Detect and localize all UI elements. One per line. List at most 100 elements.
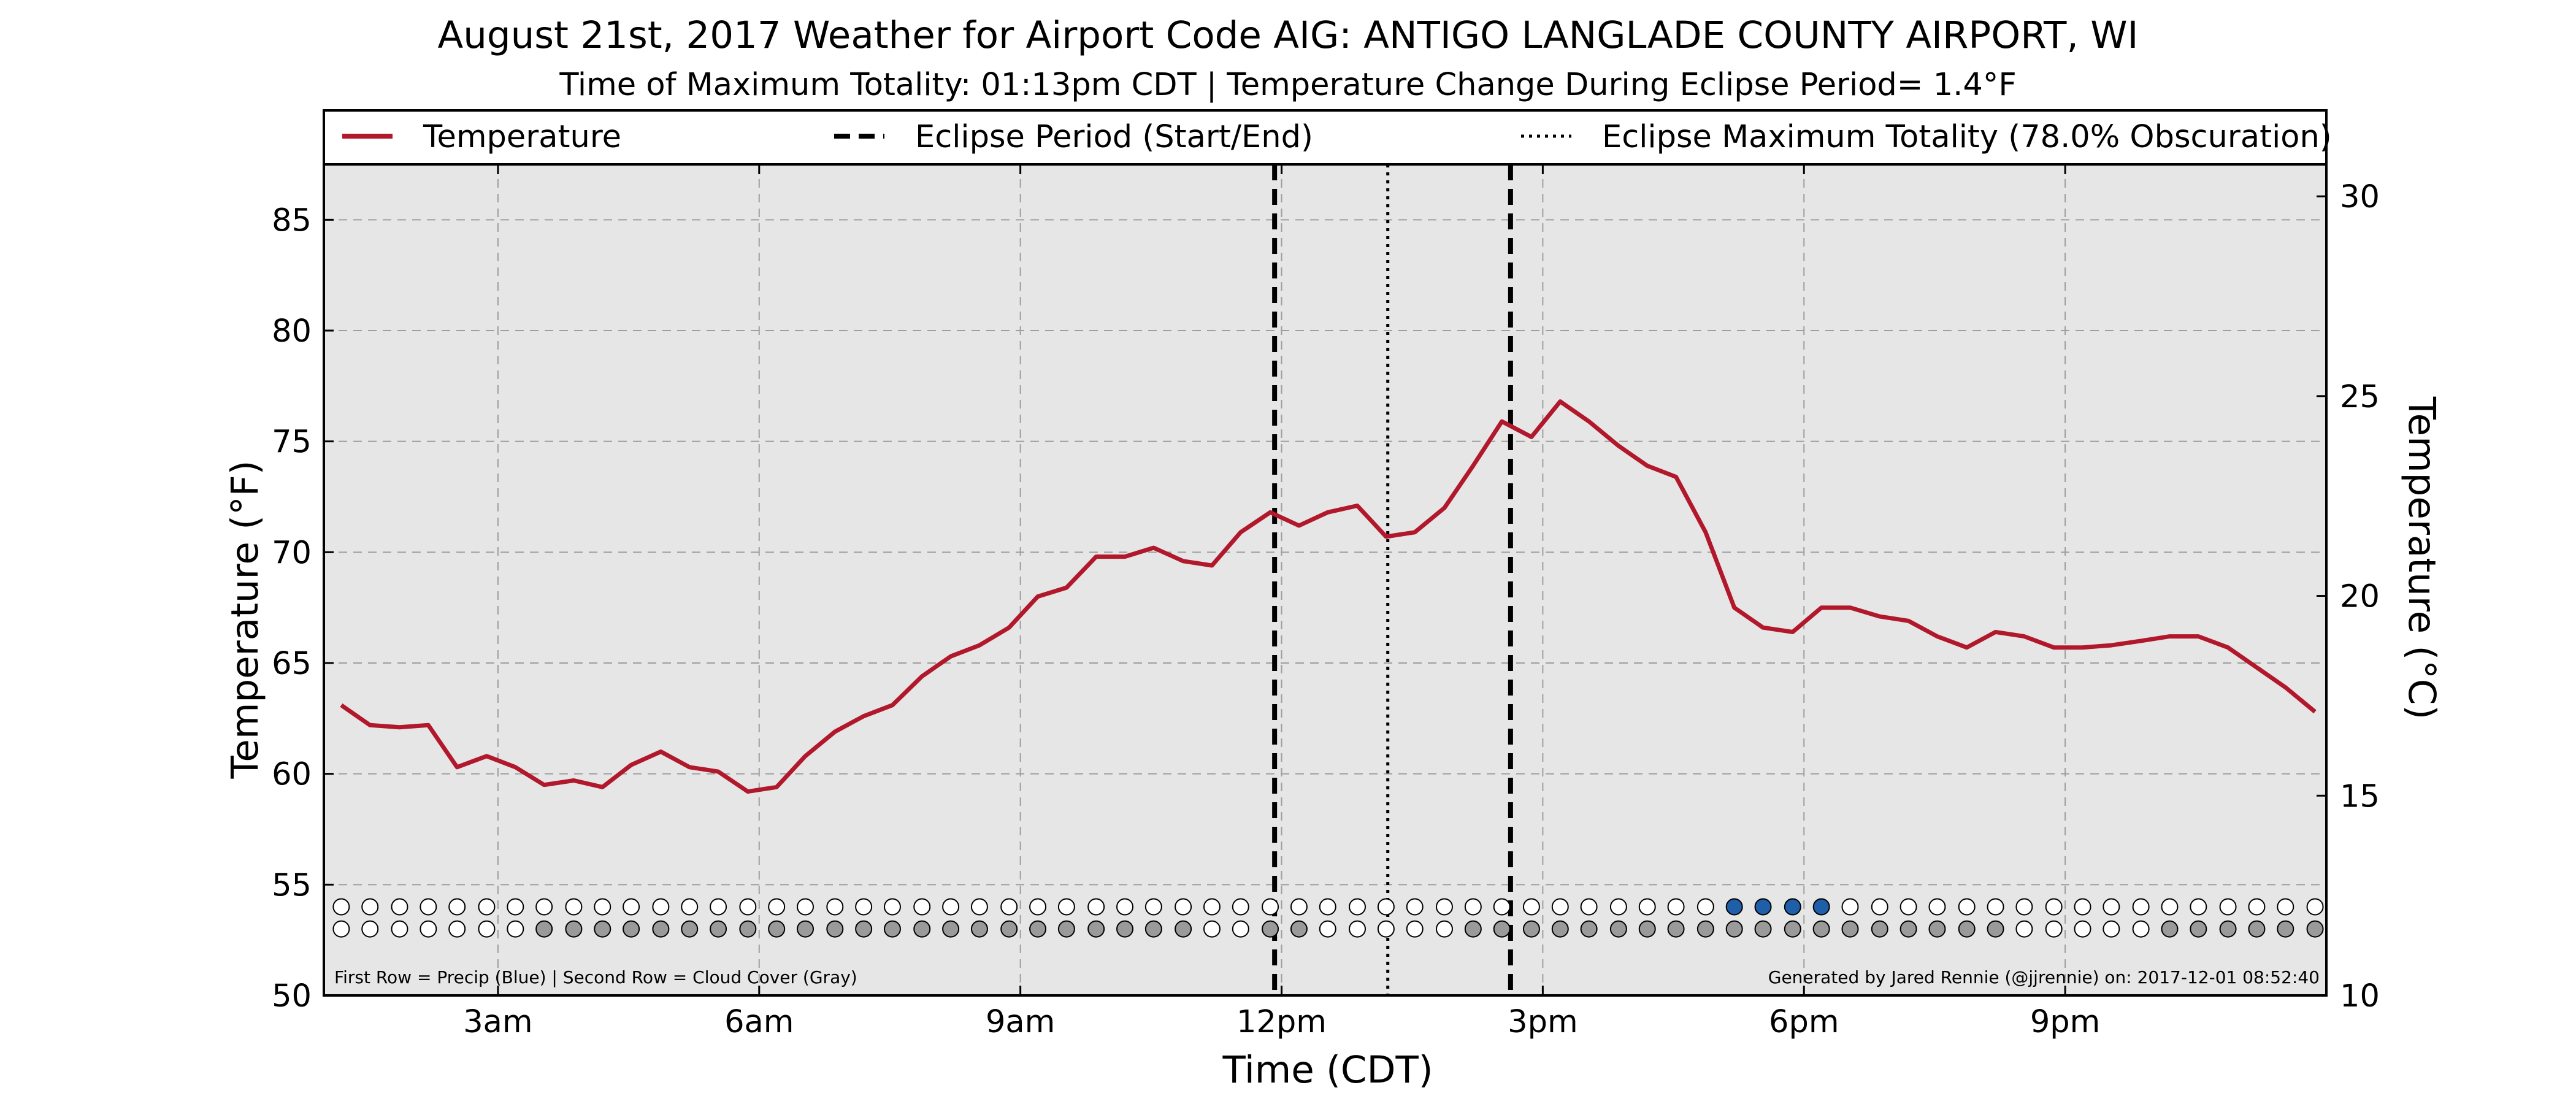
chart-title: August 21st, 2017 Weather for Airport Co… [437,13,2138,57]
cloud-marker [883,920,901,938]
x-tick-label: 3pm [1508,1004,1578,1040]
cloud-marker [361,920,379,938]
precip-marker [1522,898,1540,916]
precip-marker [2219,898,2237,916]
precip-marker [1406,898,1424,916]
footer-note-left: First Row = Precip (Blue) | Second Row =… [334,967,857,987]
cloud-marker [448,920,466,938]
y-tick-label-left: 80 [272,313,312,350]
cloud-marker [2219,920,2237,938]
cloud-marker [1319,920,1336,938]
precip-marker [332,898,350,916]
cloud-marker [2045,920,2063,938]
x-tick-label: 3am [463,1004,532,1040]
y-tick-label-right: 30 [2340,179,2380,215]
cloud-marker [1116,920,1133,938]
cloud-marker [2161,920,2179,938]
cloud-marker [1841,920,1859,938]
cloud-marker [332,920,350,938]
precip-marker [1754,898,1772,916]
cloud-marker [1551,920,1569,938]
cloud-marker [1812,920,1830,938]
precip-marker [1377,898,1395,916]
x-axis-label: Time (CDT) [1222,1048,1433,1092]
cloud-marker [1754,920,1772,938]
cloud-marker [1784,920,1801,938]
cloud-marker [797,920,815,938]
cloud-marker [1522,920,1540,938]
precip-marker [1144,898,1162,916]
cloud-marker [1057,920,1075,938]
precip-marker [681,898,699,916]
x-tick-label: 9pm [2030,1004,2101,1040]
precip-marker [478,898,496,916]
legend-label: Eclipse Period (Start/End) [915,119,1313,155]
chart-subtitle: Time of Maximum Totality: 01:13pm CDT | … [559,67,2016,103]
precip-marker [1638,898,1656,916]
precip-marker [1493,898,1511,916]
cloud-marker [2132,920,2150,938]
cloud-marker [1232,920,1249,938]
legend: Temperature Eclipse Period (Start/End) Ecl… [323,109,2332,166]
x-axis: 3am 6am 9am 12pm 3pm 6pm 9pm [463,164,2100,1040]
cloud-marker [970,920,988,938]
precip-marker [1841,898,1859,916]
precip-marker [2015,898,2033,916]
precip-marker [739,898,757,916]
y-tick-label-left: 75 [272,424,312,461]
cloud-marker [1493,920,1511,938]
precip-marker [1958,898,1976,916]
cloud-marker [420,920,437,938]
cloud-marker [2248,920,2266,938]
cloud-marker [1609,920,1627,938]
precip-marker [1667,898,1685,916]
y-tick-label-left: 65 [272,646,312,682]
cloud-marker [2277,920,2294,938]
cloud-marker [2074,920,2091,938]
y-tick-label-left: 55 [272,867,312,903]
precip-marker [768,898,786,916]
y-tick-label-right: 20 [2340,579,2380,615]
precip-marker [1319,898,1336,916]
footer-note-right: Generated by Jared Rennie (@jjrennie) on… [1768,967,2320,987]
precip-marker [913,898,931,916]
y-tick-label-left: 85 [272,202,312,239]
precip-marker [1464,898,1482,916]
precip-marker [1262,898,1279,916]
temperature-series [340,399,2317,794]
cloud-marker [1928,920,1946,938]
precip-marker [970,898,988,916]
cloud-marker [2103,920,2120,938]
cloud-marker [391,920,408,938]
precip-marker [2074,898,2091,916]
x-tick-label: 6am [724,1004,794,1040]
condition-markers [332,898,2324,938]
y-tick-label-right: 25 [2340,379,2380,415]
precip-marker [594,898,611,916]
eclipse-lines [1272,164,1513,995]
cloud-marker [1349,920,1367,938]
y-tick-label-left: 70 [272,535,312,571]
precip-marker [448,898,466,916]
cloud-marker [1580,920,1598,938]
precip-marker [1928,898,1946,916]
y-axis-label-left: Temperature (°F) [223,461,267,780]
y-axis-right: 10 15 20 25 30 [2317,179,2380,1014]
precip-marker [1609,898,1627,916]
precip-marker [1087,898,1105,916]
cloud-marker [1087,920,1105,938]
cloud-marker [1175,920,1192,938]
cloud-marker [1029,920,1047,938]
cloud-marker [1290,920,1308,938]
cloud-marker [2306,920,2324,938]
cloud-marker [739,920,757,938]
cloud-marker [1464,920,1482,938]
cloud-marker [826,920,844,938]
precip-marker [1029,898,1047,916]
cloud-marker [1725,920,1743,938]
y-tick-label-right: 10 [2340,978,2380,1014]
cloud-marker [1899,920,1917,938]
cloud-marker [1262,920,1279,938]
cloud-marker [2190,920,2207,938]
x-tick-label: 9am [986,1004,1055,1040]
